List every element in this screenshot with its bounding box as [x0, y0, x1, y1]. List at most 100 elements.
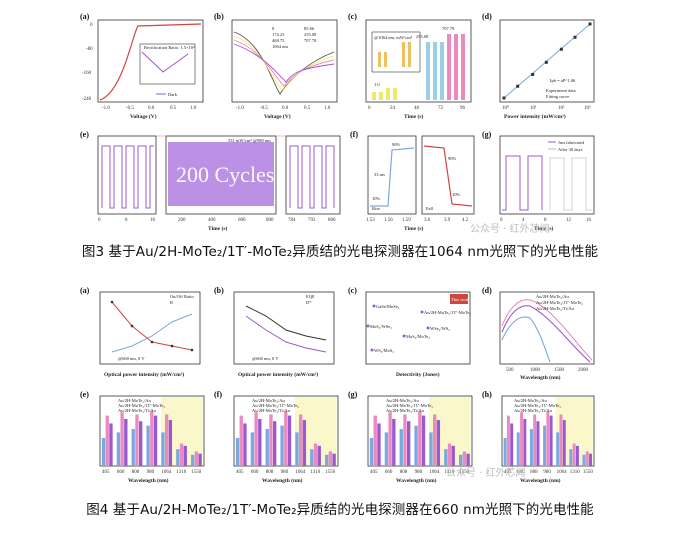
bar — [101, 438, 106, 466]
xtick: 4.2 — [462, 218, 469, 223]
xtick: 0 — [368, 106, 371, 111]
figure-4: (a) On/Off Ratio R @660 nm, 0 V Optical … — [78, 286, 598, 486]
panel-label: (a) — [80, 286, 90, 295]
note: @660 nm, 0 V — [252, 356, 279, 362]
bar — [161, 432, 165, 466]
xtick: 405 — [102, 470, 110, 475]
bar — [399, 429, 403, 466]
bar — [447, 443, 452, 466]
annotation: 90% — [448, 156, 457, 161]
xtick: 3.6 — [424, 218, 431, 223]
legend-entry: D* — [306, 300, 312, 305]
bar — [529, 429, 533, 466]
legend-entry: 1064 nm — [272, 44, 288, 49]
xtick: 405 — [370, 470, 378, 475]
annotation: 10% — [452, 192, 461, 197]
inset-text: @1064 nm, mW/cm² — [374, 35, 413, 41]
bar — [116, 432, 121, 466]
bar — [433, 414, 437, 466]
panel-label: (e) — [80, 390, 89, 399]
xtick: 1550 — [583, 470, 594, 475]
panel-label: (f) — [350, 130, 358, 139]
xtick: 800 — [266, 218, 274, 223]
xtick: 1000 — [530, 368, 541, 373]
xtick: 8 — [125, 218, 128, 223]
xtick: 200 — [178, 218, 186, 223]
legend-entry: Au/2H-MoTe₂/Ti/Au — [118, 408, 157, 413]
legend-entry: Au/2H-MoTe₂/1T′-MoTe₂ — [118, 403, 165, 408]
data-point-label: MoS₂/WSe₂ — [370, 324, 392, 329]
annotation: Fall — [426, 206, 434, 211]
bar — [572, 443, 576, 466]
bar — [585, 451, 589, 466]
fig4-panel-f: (f) 405 660 808 980 1064 1310 1550 Au/2H-MoTe₂… — [212, 390, 342, 486]
xtick: 48 — [414, 106, 420, 111]
bar — [302, 420, 307, 466]
x-axis-label: Wavelength (nm) — [128, 477, 169, 484]
bar — [421, 415, 426, 466]
cycles-overlay: 200 Cycles — [176, 162, 274, 187]
eqe-power-chart: EQE D* @660 nm, 0 V Optical power intens… — [233, 291, 335, 378]
annotation: 255.08 — [416, 34, 429, 39]
bar — [523, 418, 527, 466]
fig3-panel-a: (a) Rectification Ratio: 1.5×10³ Dark -1… — [78, 12, 208, 122]
xtick: 808 — [530, 470, 538, 475]
watermark: 公众号 · 红外芯闻 — [446, 468, 526, 479]
annotation: 1.0 — [374, 82, 380, 87]
x-axis-label: Time (s) — [404, 225, 423, 232]
bar — [310, 449, 314, 466]
xtick: 808 — [132, 470, 140, 475]
legend-entry: Au/2H-MoTe₂/Ti/Au — [514, 408, 553, 413]
xtick: 8 — [544, 218, 547, 223]
fig3-panel-g: (g) Just fabricated After 30 days 0 4 8 … — [480, 130, 598, 234]
figure-4-caption: 图4 基于Au/2H-MoTe₂/1T′-MoTe₂异质结的光电探测器在660 … — [86, 502, 594, 518]
x-axis-label: Optical power intensity (mW/cm²) — [238, 371, 318, 378]
x-axis-label: Power intensity (mW/cm²) — [504, 113, 566, 120]
bar — [582, 454, 586, 466]
panel-label: (c) — [348, 286, 357, 295]
annotation: Rise — [372, 206, 380, 211]
bar — [183, 445, 187, 466]
bar — [131, 429, 135, 466]
data-point-label: Au/2H-MoTe₂/1T′-MoTe₂ — [424, 310, 471, 315]
xtick: 980 — [281, 470, 289, 475]
bar — [384, 432, 389, 466]
bar-chart-detectivity: 405 660 808 980 1064 1310 1550 Au/2H-MoTe₂/Au … — [501, 395, 595, 484]
annotation: 90% — [392, 142, 401, 147]
fig3-panel-f: (f) 90% 10% 33 ms Rise 90% 10% Fall 1.53… — [348, 130, 478, 234]
xtick: 405 — [236, 470, 244, 475]
data-point-label: WS₂/MoS₂ — [374, 348, 394, 353]
bar — [287, 415, 292, 466]
xtick: 1.53 — [366, 218, 375, 223]
bar — [165, 414, 169, 466]
bar — [569, 449, 573, 466]
xtick: 1310 — [570, 470, 581, 475]
xtick: 500 — [506, 368, 514, 373]
xtick: 1064 — [557, 470, 568, 475]
x-axis-label: Time (s) — [534, 225, 553, 232]
x-axis-label: Time (s) — [404, 113, 423, 120]
xtick: 24 — [390, 106, 396, 111]
xtick: 0.5 — [304, 106, 311, 111]
bar — [254, 412, 258, 466]
xtick: 400 — [208, 218, 216, 223]
bar — [388, 412, 392, 466]
legend-entry: 468.75 — [272, 38, 285, 43]
annotation: 33 ms — [374, 172, 385, 177]
legend-entry: R — [170, 300, 173, 305]
bar — [373, 415, 377, 466]
bar — [520, 412, 524, 466]
x-axis-label: Wavelength (nm) — [396, 477, 437, 484]
bar — [243, 423, 247, 466]
bar — [510, 423, 514, 466]
bar — [325, 454, 329, 466]
bar — [414, 425, 418, 466]
xtick: 3.9 — [444, 218, 451, 223]
annotation: 707.78 — [442, 26, 455, 31]
scatter-point — [516, 84, 520, 88]
legend-dark: Dark — [168, 92, 178, 97]
bar — [503, 438, 507, 466]
xtick: 1.59 — [402, 218, 411, 223]
panel-label: (g) — [482, 130, 492, 139]
bar — [280, 425, 284, 466]
